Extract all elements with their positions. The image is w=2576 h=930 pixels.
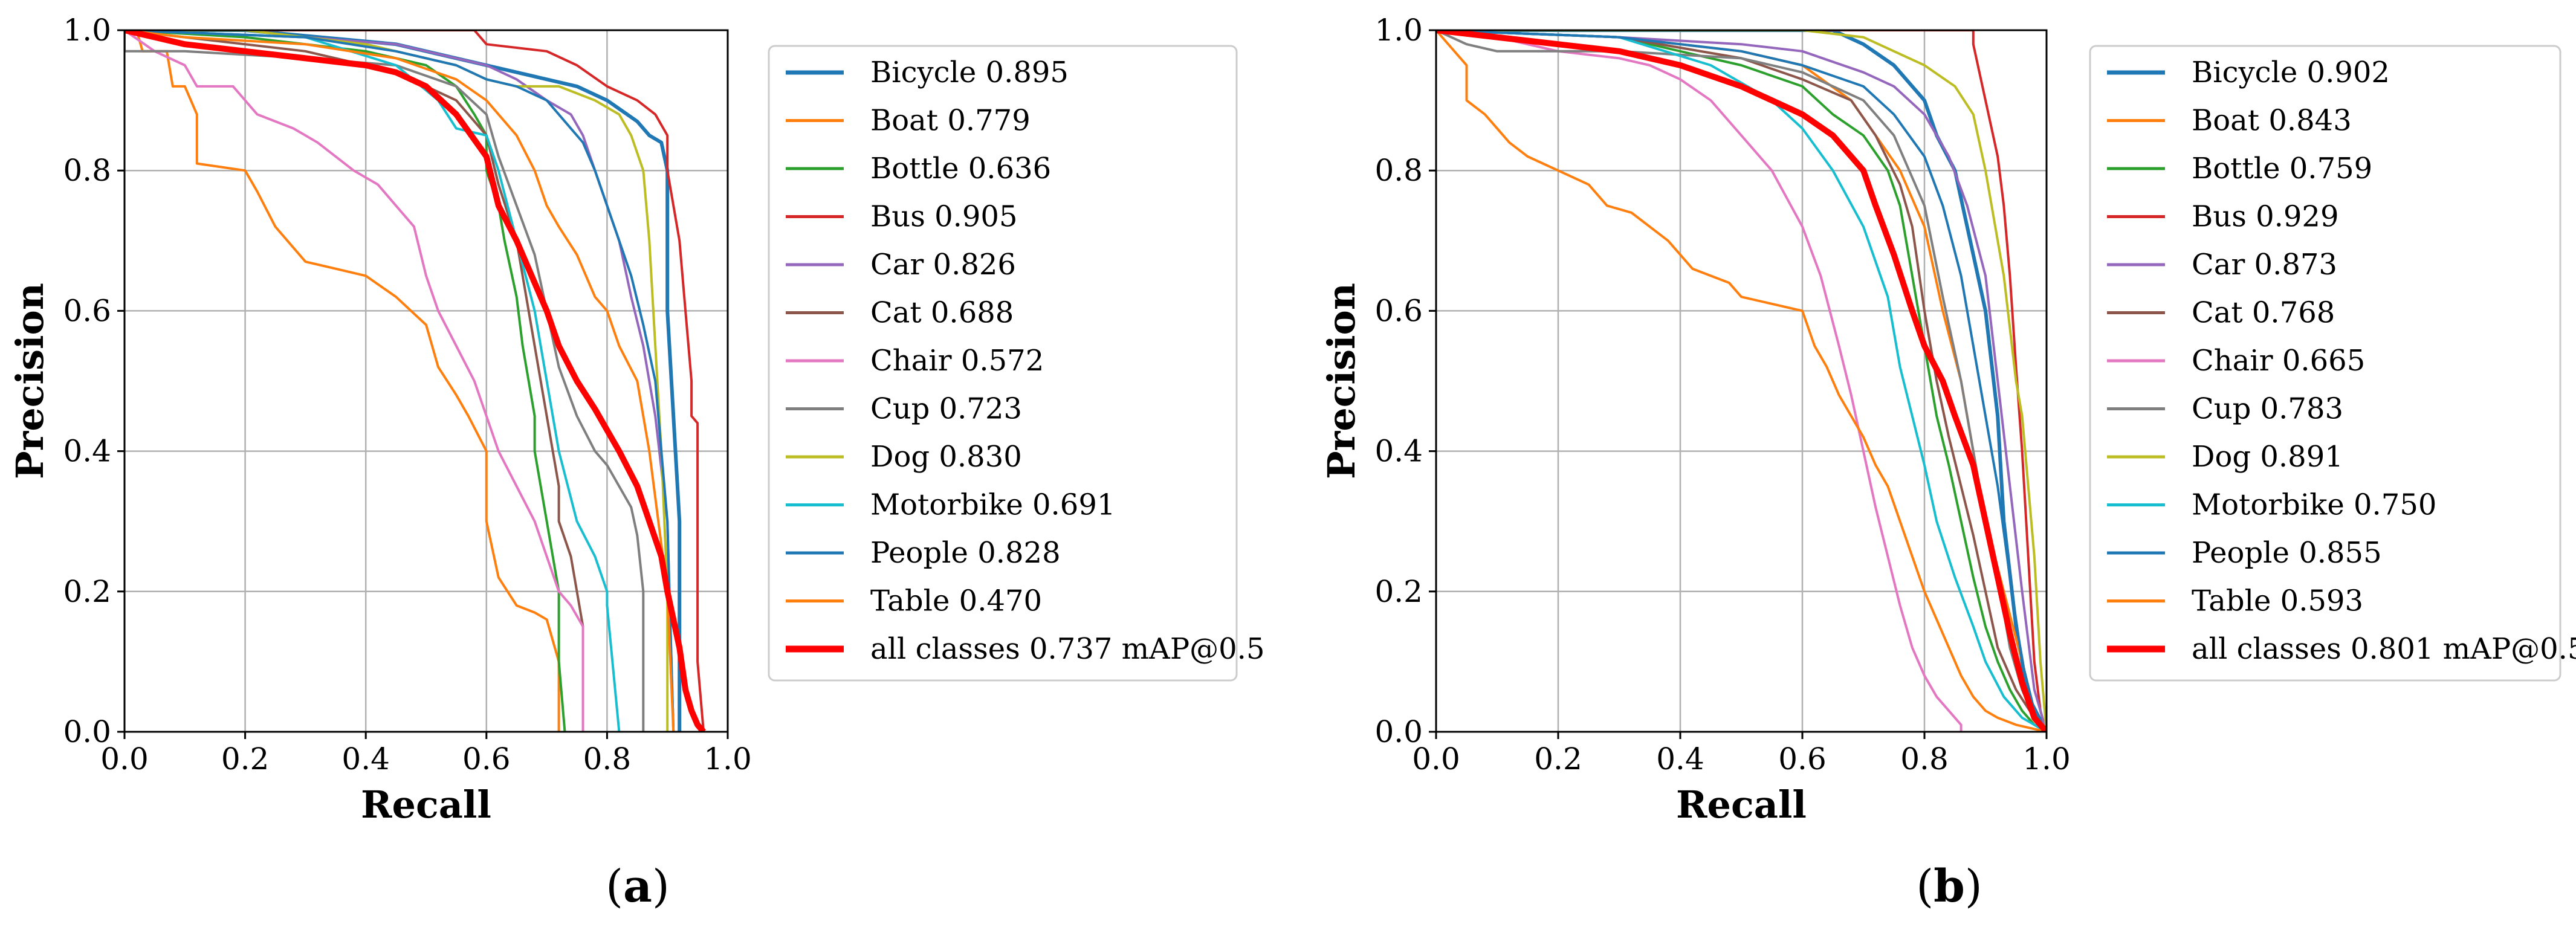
legend-label: Cup 0.723: [870, 392, 1022, 426]
y-tick-label: 0.2: [1374, 574, 1423, 609]
y-tick-label: 0.4: [63, 434, 111, 469]
x-tick-label: 0.8: [583, 741, 632, 777]
legend: Bicycle 0.902 Boat 0.843 Bottle 0.759 Bus 0…: [2089, 45, 2576, 682]
y-tick-label: 0.2: [63, 574, 111, 609]
legend-label: Bus 0.905: [870, 200, 1018, 234]
legend-label: People 0.855: [2192, 536, 2382, 570]
legend-label: Table 0.470: [870, 584, 1042, 618]
legend-label: Bicycle 0.895: [870, 56, 1069, 89]
y-tick-label: 0.4: [1374, 434, 1423, 469]
legend-box: [2089, 45, 2561, 682]
legend-label: Car 0.873: [2192, 248, 2337, 282]
series-group: [1436, 30, 2047, 732]
legend-label: Bus 0.929: [2192, 200, 2339, 234]
y-tick-label: 0.0: [63, 714, 111, 749]
panel-letter: b: [1934, 861, 1965, 912]
legend-label: Bicycle 0.902: [2192, 56, 2390, 89]
series-line-all-classes: [125, 30, 706, 732]
series-line-chair: [1436, 30, 1963, 732]
y-tick-label: 0.8: [63, 153, 111, 188]
legend-label: Boat 0.843: [2192, 104, 2352, 138]
panel-label: (b): [1916, 861, 1982, 912]
legend-label: People 0.828: [870, 536, 1061, 570]
y-tick-label: 0.0: [1374, 714, 1423, 749]
legend-label: Boat 0.779: [870, 104, 1031, 138]
plot-frame: [123, 29, 729, 733]
series-line-people: [125, 30, 675, 732]
plot-frame: [1435, 29, 2048, 733]
x-tick-label: 0.4: [1656, 741, 1704, 777]
legend-label: Dog 0.830: [870, 440, 1022, 474]
series-line-table: [1436, 30, 2047, 732]
panel-letter: a: [623, 861, 652, 912]
legend-label: Cat 0.688: [870, 296, 1014, 330]
series-line-bus: [125, 30, 705, 732]
legend-label: Car 0.826: [870, 248, 1016, 282]
legend-label: Bottle 0.636: [870, 152, 1051, 186]
x-tick-label: 1.0: [2022, 741, 2071, 777]
series-line-car: [125, 30, 675, 732]
y-tick-label: 1.0: [63, 13, 111, 48]
x-tick-label: 0.4: [341, 741, 390, 777]
series-line-chair: [125, 30, 584, 732]
x-tick-label: 1.0: [704, 741, 752, 777]
series-line-cat: [1436, 30, 2047, 732]
panel-b: 0.0 0.2 0.4 0.6 0.8 1.0 0.0 0.2 0.4 0.6 0.8 1.0 Reca…: [1319, 13, 2576, 912]
legend-label: Cup 0.783: [2192, 392, 2343, 426]
legend: Bicycle 0.895 Boat 0.779 Bottle 0.636 Bus 0…: [768, 45, 1264, 682]
legend-label: Dog 0.891: [2192, 440, 2343, 474]
y-tick-label: 0.6: [63, 293, 111, 328]
legend-label: Bottle 0.759: [2192, 152, 2372, 186]
legend-label: Cat 0.768: [2192, 296, 2335, 330]
series-line-people: [1436, 30, 2047, 732]
y-tick-label: 0.8: [1374, 153, 1423, 188]
x-tick-label: 0.6: [1778, 741, 1827, 777]
x-tick-label: 0.0: [1412, 741, 1460, 777]
series-line-bottle: [1436, 30, 2047, 732]
panel-label: (a): [606, 861, 670, 912]
panel-a: 0.0 0.2 0.4 0.6 0.8 1.0 0.0 0.2 0.4 0.6 0.8 1.0 Reca…: [8, 13, 1264, 912]
series-line-bottle: [125, 30, 566, 732]
legend-label: Chair 0.572: [870, 344, 1044, 378]
grid: [123, 29, 729, 733]
series-line-car: [1436, 30, 2047, 732]
legend-label: all classes 0.801 mAP@0.5: [2192, 632, 2576, 666]
series-line-table: [125, 30, 675, 732]
legend-label: Chair 0.665: [2192, 344, 2365, 378]
series-group: [125, 30, 706, 732]
legend-label: Table 0.593: [2192, 584, 2363, 618]
series-line-all-classes: [1436, 30, 2047, 732]
x-tick-label: 0.0: [100, 741, 149, 777]
y-tick-label: 1.0: [1374, 13, 1423, 48]
x-tick-label: 0.2: [221, 741, 270, 777]
x-tick-label: 0.2: [1534, 741, 1582, 777]
y-axis-title: Precision: [8, 283, 52, 479]
x-tick-label: 0.8: [1900, 741, 1949, 777]
legend-label: all classes 0.737 mAP@0.5: [870, 632, 1264, 666]
x-axis-title: Recall: [1676, 783, 1807, 827]
x-tick-label: 0.6: [462, 741, 511, 777]
y-axis-title: Precision: [1319, 283, 1364, 479]
legend-label: Motorbike 0.691: [870, 488, 1115, 522]
legend-label: Motorbike 0.750: [2192, 488, 2436, 522]
series-line-dog: [1436, 30, 2047, 732]
series-line-bus: [1436, 30, 2047, 732]
x-axis-title: Recall: [361, 783, 491, 827]
y-tick-label: 0.6: [1374, 293, 1423, 328]
legend-box: [768, 45, 1238, 682]
series-line-boat: [125, 30, 560, 732]
